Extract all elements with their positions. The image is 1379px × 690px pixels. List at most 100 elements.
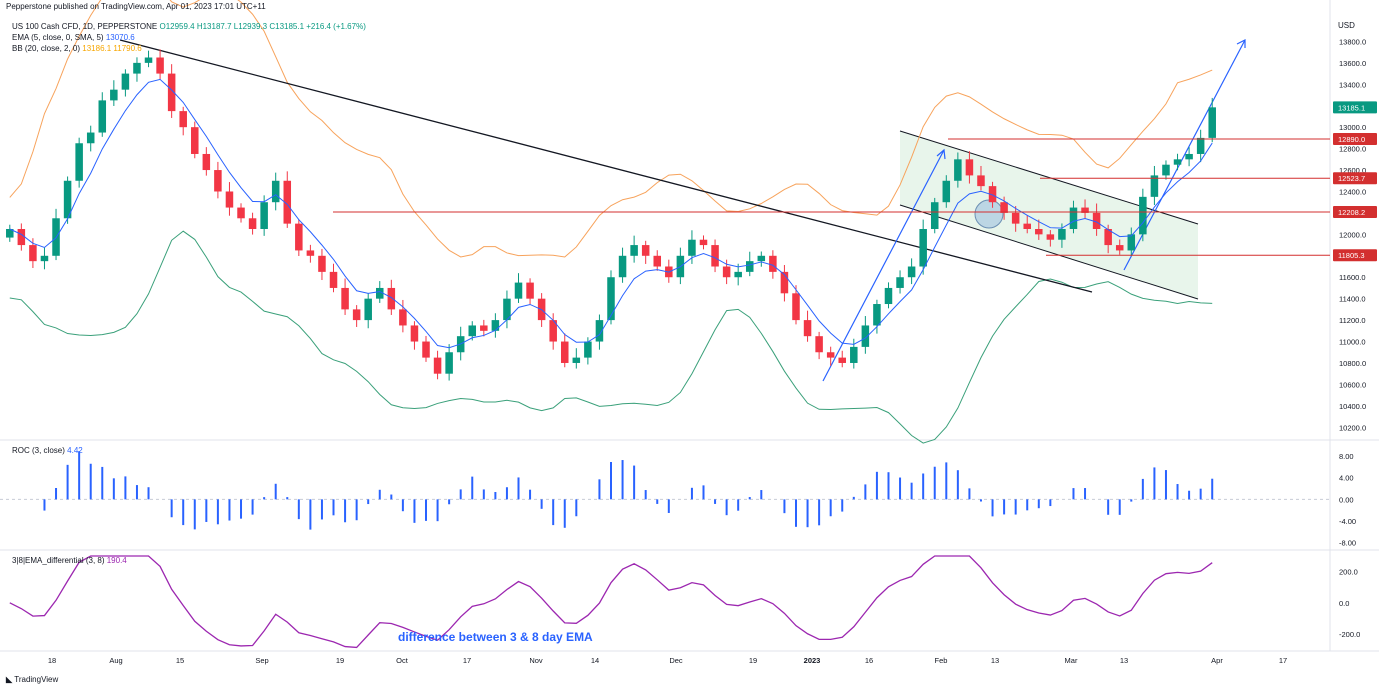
price-axis[interactable]: 10200.0 10400.0 10600.0 10800.0 11000.0 11200…: [1339, 37, 1366, 432]
candle-body: [6, 229, 14, 238]
candle-body: [988, 186, 997, 203]
candle-body: [1127, 234, 1136, 251]
candle-body: [942, 180, 951, 203]
price-badge: [1333, 206, 1377, 219]
tradingview-logo[interactable]: ◣ TradingView: [6, 675, 58, 684]
time-axis[interactable]: 18 Aug 15 Sep 19 Oct 17 Nov 14 Dec 19 2023 16 Feb 13 Ma…: [48, 656, 1287, 665]
diff-tick-label: 0.0: [1339, 599, 1349, 608]
ema-legend[interactable]: EMA (5, close, 0, SMA, 5) 13070.6: [12, 33, 135, 42]
roc-tick-label: -4.00: [1339, 517, 1356, 526]
candle-body: [40, 255, 49, 262]
candle-body: [29, 245, 37, 262]
price-tick-label: 11600.0: [1339, 273, 1366, 282]
bb-label: BB (20, close, 2, 0): [12, 44, 81, 53]
time-tick-label: 15: [176, 656, 184, 665]
candle-body: [167, 73, 176, 112]
candle-body: [884, 287, 893, 305]
time-tick-label: 18: [48, 656, 56, 665]
diff-tick-label: -200.0: [1339, 630, 1360, 639]
candle-body: [549, 320, 557, 342]
candle-body: [711, 245, 719, 267]
candle-body: [803, 320, 812, 337]
candle-body: [491, 320, 500, 331]
candle-body: [919, 229, 927, 267]
ema-diff-label: 3|8|EMA_differential (3, 8): [12, 556, 105, 565]
candle-body: [410, 325, 419, 342]
candle-body: [1058, 229, 1066, 240]
price-tick-label: 11400.0: [1339, 295, 1366, 304]
candle-body: [121, 73, 130, 90]
candle-body: [306, 250, 315, 256]
price-badge-label: 13185.1: [1338, 103, 1365, 112]
bb-upper-band: [9, 0, 1213, 258]
ohlc-values: O12959.4 H13187.7 L12939.3 C13185.1 +216…: [159, 22, 366, 31]
candle-body: [907, 266, 916, 278]
annotation-text: difference between 3 & 8 day EMA: [398, 630, 593, 644]
candle-body: [1000, 202, 1008, 213]
price-tick-label: 13000.0: [1339, 123, 1366, 132]
candle-body: [526, 282, 534, 299]
time-tick-label: 2023: [804, 656, 821, 665]
candle-body: [144, 57, 153, 63]
candle-body: [688, 239, 696, 256]
price-tick-label: 11000.0: [1339, 338, 1366, 347]
candle-body: [364, 298, 372, 321]
candle-body: [260, 202, 268, 229]
price-badge-label: 12208.2: [1338, 208, 1365, 217]
candle-body: [248, 218, 257, 229]
candle-body: [722, 266, 731, 278]
ema-differential-line: [9, 555, 1213, 649]
price-tick-label: 12800.0: [1339, 145, 1366, 154]
ema-label: EMA (5, close, 0, SMA, 5): [12, 33, 104, 42]
candle-body: [1011, 212, 1020, 224]
candle-body: [1069, 207, 1078, 229]
highlight-circle: [974, 199, 1004, 229]
candle-body: [1185, 153, 1193, 160]
candle-body: [191, 127, 199, 154]
roc-tick-label: -8.00: [1339, 539, 1356, 548]
ema-diff-legend[interactable]: 3|8|EMA_differential (3, 8) 190.4: [12, 556, 127, 565]
candle-body: [514, 282, 523, 299]
candle-body: [572, 357, 581, 363]
candle-body: [896, 277, 904, 288]
candle-body: [965, 159, 974, 176]
candle-body: [595, 320, 604, 342]
roc-legend[interactable]: ROC (3, close) 4.42: [12, 446, 83, 455]
price-tick-label: 10800.0: [1339, 359, 1366, 368]
publisher-line: Pepperstone published on TradingView.com…: [6, 2, 266, 11]
candle-body: [376, 287, 384, 299]
diff-path: [9, 555, 1213, 649]
candle-body: [399, 309, 407, 326]
ema-differential-axis: 200.0 0.0 -200.0: [1339, 568, 1360, 639]
candle-body: [1139, 196, 1147, 235]
candles: [6, 49, 1216, 381]
price-badge: [1333, 132, 1377, 145]
candle-body: [133, 62, 141, 74]
candle-body: [769, 255, 777, 272]
projection-arrowhead: [1236, 39, 1246, 48]
uptrend-arrow-line: [822, 149, 945, 382]
tradingview-mark-icon: ◣: [6, 675, 13, 684]
candle-body: [653, 255, 662, 267]
candle-body: [1173, 159, 1182, 165]
price-tick-label: 13800.0: [1339, 37, 1366, 46]
candle-body: [202, 153, 211, 171]
time-tick-label: Apr: [1211, 656, 1223, 665]
price-tick-label: 12000.0: [1339, 230, 1366, 239]
time-tick-label: 13: [1120, 656, 1128, 665]
diff-tick-label: 200.0: [1339, 568, 1358, 577]
time-tick-label: 17: [463, 656, 471, 665]
symbol-legend[interactable]: US 100 Cash CFD, 1D, PEPPERSTONE O12959.…: [12, 22, 366, 31]
channel-layer: [899, 130, 1199, 300]
candle-body: [1208, 107, 1216, 138]
bollinger-bands: [9, 0, 1213, 444]
candle-body: [75, 143, 83, 181]
price-tick-label: 13400.0: [1339, 80, 1366, 89]
price-tick-label: 13600.0: [1339, 59, 1366, 68]
channel-fill: [900, 131, 1198, 299]
bb-legend[interactable]: BB (20, close, 2, 0) 13186.1 11790.6: [12, 44, 142, 53]
candle-body: [445, 352, 453, 374]
time-tick-label: Mar: [1065, 656, 1078, 665]
candle-body: [387, 287, 396, 310]
